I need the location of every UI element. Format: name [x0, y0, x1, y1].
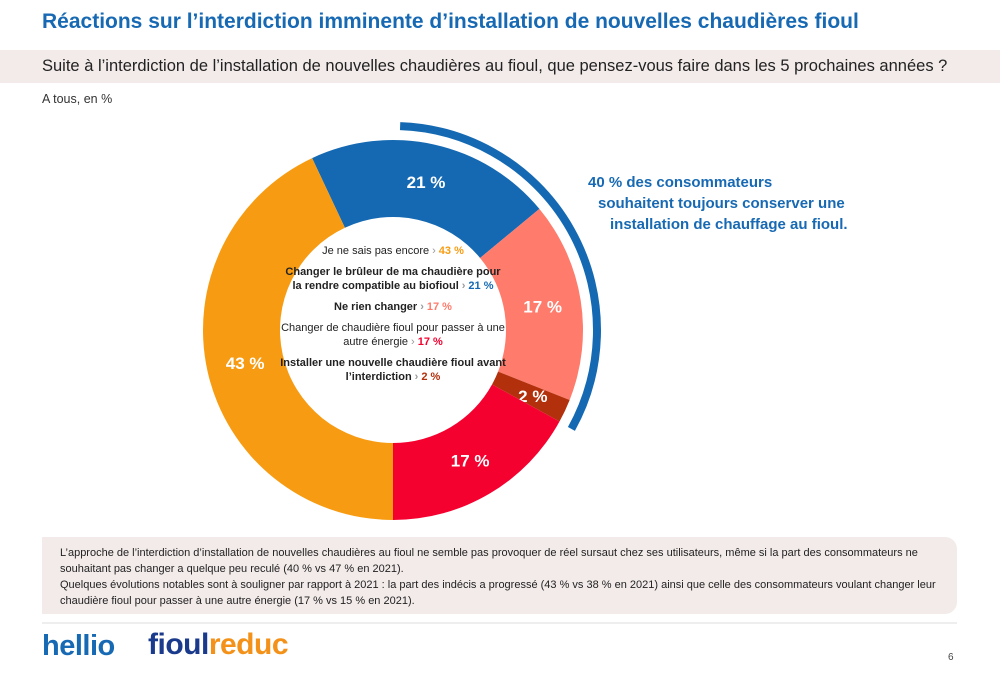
- slice-label: 43 %: [226, 354, 265, 373]
- callout-line: souhaitent toujours conserver une: [598, 195, 845, 212]
- legend-item: Changer le brûleur de ma chaudière pour …: [280, 265, 506, 293]
- footer-divider: [42, 622, 957, 624]
- commentary-paragraph: L’approche de l’interdiction d’installat…: [60, 547, 918, 575]
- commentary-box: L’approche de l’interdiction d’installat…: [42, 537, 957, 614]
- legend-item: Ne rien changer › 17 %: [280, 300, 506, 314]
- legend-label: Changer de chaudière fioul pour passer à…: [281, 322, 505, 348]
- legend-label: Je ne sais pas encore: [322, 245, 430, 257]
- subtitle-band: [0, 50, 1000, 83]
- chevron-right-icon: ›: [414, 371, 419, 383]
- logo-part: fioul: [148, 628, 209, 661]
- chevron-right-icon: ›: [411, 336, 415, 348]
- callout-line: 40 % des consommateurs: [588, 174, 773, 191]
- question-subtitle: Suite à l’interdiction de l’installation…: [42, 57, 948, 75]
- page-title: Réactions sur l’interdiction imminente d…: [42, 10, 859, 33]
- donut-slice: [312, 140, 540, 258]
- legend-item: Je ne sais pas encore › 43 %: [280, 244, 506, 258]
- legend-item: Installer une nouvelle chaudière fioul a…: [280, 356, 506, 384]
- callout-line: installation de chauffage au fioul.: [610, 216, 848, 233]
- legend-value: 2 %: [421, 371, 441, 383]
- donut-slice: [480, 208, 583, 400]
- chevron-right-icon: ›: [420, 301, 424, 313]
- legend-label: Installer une nouvelle chaudière fioul a…: [280, 357, 506, 383]
- donut-slice: [393, 384, 560, 520]
- slice-label: 17 %: [523, 297, 562, 316]
- donut-slice: [203, 158, 393, 520]
- page-number: 6: [948, 652, 954, 663]
- legend-value: 43 %: [438, 245, 464, 257]
- legend-value: 17 %: [426, 301, 452, 313]
- slice-label: 17 %: [451, 451, 490, 470]
- chevron-right-icon: ›: [432, 245, 436, 257]
- legend-value: 17 %: [417, 336, 443, 348]
- chevron-right-icon: ›: [461, 280, 466, 292]
- slice-label: 2 %: [518, 387, 547, 406]
- legend-item: Changer de chaudière fioul pour passer à…: [280, 321, 506, 349]
- commentary-paragraph: Quelques évolutions notables sont à soul…: [60, 579, 936, 607]
- legend-label: Changer le brûleur de ma chaudière pour …: [285, 266, 501, 292]
- hellio-logo: hellio: [42, 630, 115, 662]
- logo-part: reduc: [208, 628, 289, 661]
- legend-label: Ne rien changer: [334, 301, 418, 313]
- donut-slice: [492, 371, 570, 422]
- slice-label: 21 %: [407, 173, 446, 192]
- fioulreduc-logo: fioulreduc: [148, 628, 289, 662]
- highlight-callout: 40 % des consommateurs souhaitent toujou…: [588, 172, 848, 235]
- legend-value: 21 %: [468, 280, 494, 292]
- highlight-arc: [399, 122, 601, 431]
- donut-chart: 21 % 17 % 2 % 17 % 43 %: [203, 122, 601, 520]
- center-legend: Je ne sais pas encore › 43 % Changer le brû…: [280, 244, 506, 391]
- base-label: A tous, en %: [42, 92, 113, 106]
